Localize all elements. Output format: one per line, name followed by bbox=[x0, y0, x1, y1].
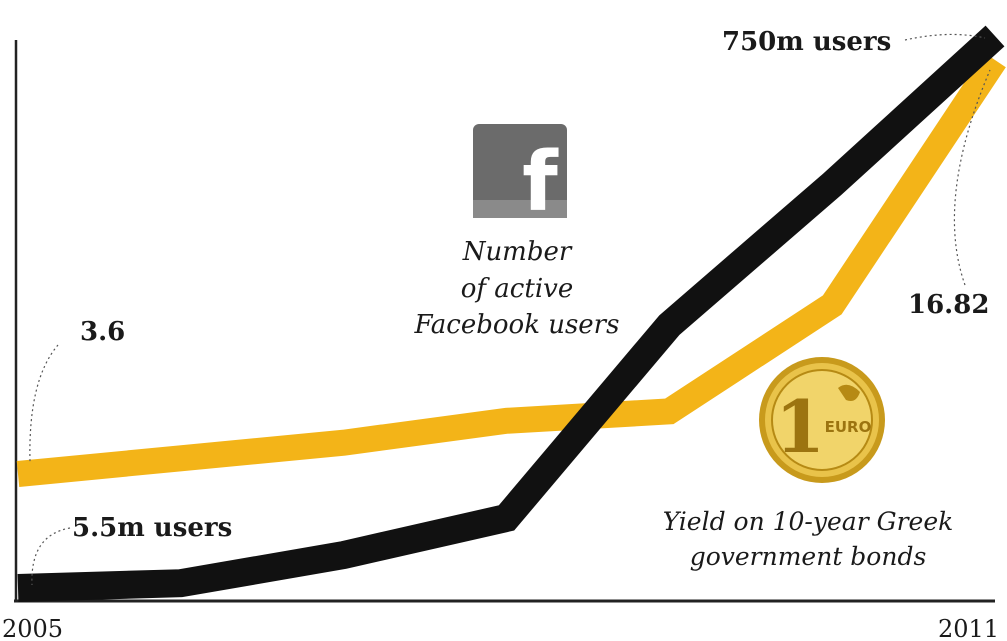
label-bond-start: 3.6 bbox=[80, 317, 125, 347]
fb-caption-line3: Facebook users bbox=[414, 310, 620, 340]
leader-5-5m bbox=[31, 527, 71, 586]
series-line-greek-bond-yield bbox=[16, 52, 1006, 487]
bond-caption-line1: Yield on 10-year Greek bbox=[663, 507, 954, 536]
svg-text:1: 1 bbox=[775, 384, 825, 469]
euro-coin-icon: 1 EURO bbox=[759, 357, 885, 483]
svg-text:f: f bbox=[522, 135, 559, 230]
label-bond-end: 16.82 bbox=[908, 290, 989, 320]
x-tick-start: 2005 bbox=[2, 615, 63, 641]
label-fb-start: 5.5m users bbox=[72, 513, 232, 543]
svg-text:EURO: EURO bbox=[825, 418, 872, 436]
bond-caption-line2: government bonds bbox=[690, 542, 927, 571]
facebook-icon: f bbox=[473, 124, 567, 230]
fb-caption-line1: Number bbox=[462, 237, 573, 267]
leader-3-6 bbox=[29, 344, 59, 463]
x-tick-end: 2011 bbox=[938, 615, 999, 641]
fb-caption-line2: of active bbox=[461, 274, 573, 304]
series-line-facebook-users bbox=[17, 25, 1005, 602]
series-layer bbox=[16, 25, 1006, 602]
label-fb-end: 750m users bbox=[722, 27, 891, 57]
